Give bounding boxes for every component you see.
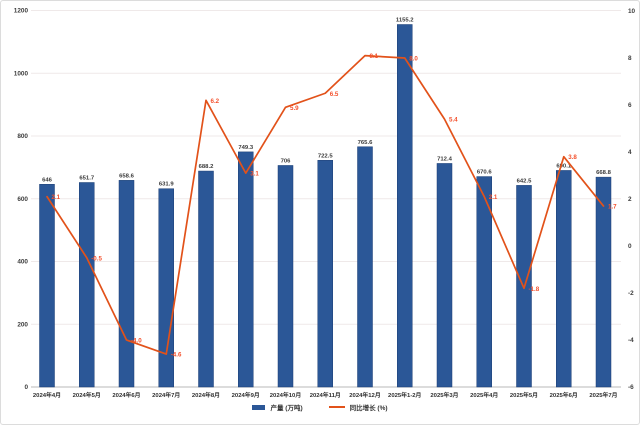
line-value-label: 6.2 xyxy=(211,98,220,105)
x-axis-label: 2025年7月 xyxy=(589,391,617,399)
line-value-label: 3.8 xyxy=(568,154,577,161)
bar xyxy=(198,170,214,388)
bar-value-label: 670.6 xyxy=(477,170,492,176)
bar xyxy=(277,165,294,388)
bar xyxy=(595,176,612,388)
line-value-label: 5.9 xyxy=(290,105,299,112)
bar xyxy=(476,176,492,388)
bar-legend-swatch xyxy=(252,404,266,410)
bar xyxy=(436,163,453,388)
x-axis-label: 2024年6月 xyxy=(112,391,140,399)
bar-value-label: 1155.2 xyxy=(396,17,414,23)
bar-value-label: 690.1 xyxy=(556,163,571,169)
bar xyxy=(357,146,373,388)
y-axis-tick-left: 0 xyxy=(24,384,28,391)
y-axis-tick-right: 4 xyxy=(628,149,632,156)
y-axis-tick-left: 200 xyxy=(17,321,28,328)
line-legend-swatch xyxy=(328,406,345,408)
bar-value-label: 658.6 xyxy=(119,173,134,179)
y-axis-tick-right: -6 xyxy=(628,384,634,391)
x-axis-label: 2024年5月 xyxy=(73,391,101,399)
bar xyxy=(39,184,55,388)
bar-value-label: 642.5 xyxy=(517,178,532,184)
legend-label-production: 产量 (万吨) xyxy=(270,405,303,412)
x-axis-label: 2024年4月 xyxy=(33,391,61,399)
x-axis-label: 2024年9月 xyxy=(232,391,260,399)
bar-value-label: 765.6 xyxy=(358,140,373,146)
y-axis-tick-left: 800 xyxy=(17,133,28,140)
bar-value-label: 668.8 xyxy=(596,170,611,176)
x-axis-label: 2024年7月 xyxy=(152,391,180,399)
bar-value-label: 646 xyxy=(42,177,53,183)
legend-item-production: 产量 (万吨) xyxy=(252,402,303,412)
bar xyxy=(158,188,174,388)
bar-value-label: 651.7 xyxy=(79,175,94,181)
x-axis-label: 2024年8月 xyxy=(192,391,220,399)
x-axis-label: 2024年11月 xyxy=(310,391,341,399)
x-axis-label: 2025年4月 xyxy=(470,391,498,399)
chart-legend: 产量 (万吨) 同比增长 (%) xyxy=(1,402,639,412)
legend-label-yoy: 同比增长 (%) xyxy=(349,405,388,412)
bar xyxy=(79,182,95,388)
line-value-label: -4.6 xyxy=(171,352,182,359)
x-axis-label: 2025年6月 xyxy=(550,391,578,399)
y-axis-tick-right: -4 xyxy=(628,337,634,344)
line-value-label: 8.1 xyxy=(370,53,379,60)
line-value-label: 5.4 xyxy=(449,117,458,124)
line-value-label: 6.5 xyxy=(330,91,339,98)
y-axis-tick-left: 1000 xyxy=(14,70,29,77)
line-value-label: -0.5 xyxy=(91,255,102,262)
y-axis-tick-right: 6 xyxy=(628,102,632,109)
bar xyxy=(317,160,333,388)
x-axis-label: 2024年10月 xyxy=(270,391,301,399)
line-value-label: 2.1 xyxy=(489,194,498,201)
bar xyxy=(556,170,572,388)
bar xyxy=(118,180,135,388)
line-value-label: 3.1 xyxy=(250,171,259,178)
y-axis-tick-left: 1200 xyxy=(14,8,29,15)
bar-value-label: 631.9 xyxy=(159,182,174,188)
line-value-label: -4.0 xyxy=(131,338,142,345)
bar-value-label: 722.5 xyxy=(318,153,333,159)
bar xyxy=(397,24,413,388)
y-axis-tick-right: 10 xyxy=(628,8,636,15)
y-axis-tick-right: 2 xyxy=(628,196,632,203)
line-value-label: 2.1 xyxy=(52,194,61,201)
bar-value-label: 749.3 xyxy=(238,145,253,151)
bar-value-label: 706 xyxy=(281,158,292,164)
x-axis-label: 2025年1-2月 xyxy=(388,391,421,399)
bar-value-label: 712.4 xyxy=(437,156,452,162)
y-axis-tick-left: 600 xyxy=(17,196,28,203)
y-axis-tick-right: 0 xyxy=(628,243,632,250)
y-axis-tick-left: 400 xyxy=(17,259,28,266)
bar-value-label: 688.2 xyxy=(199,164,214,170)
y-axis-tick-right: 8 xyxy=(628,55,632,62)
line-value-label: 8.0 xyxy=(409,56,418,63)
yoy-line xyxy=(46,54,605,355)
y-axis-tick-right: -2 xyxy=(628,290,634,297)
x-axis-label: 2025年3月 xyxy=(430,391,458,399)
x-axis-label: 2024年12月 xyxy=(349,391,380,399)
x-axis-label: 2025年5月 xyxy=(510,391,538,399)
bar xyxy=(238,151,254,388)
legend-item-yoy: 同比增长 (%) xyxy=(328,402,388,412)
line-value-label: -1.8 xyxy=(529,286,540,293)
line-value-label: 1.7 xyxy=(608,204,617,211)
